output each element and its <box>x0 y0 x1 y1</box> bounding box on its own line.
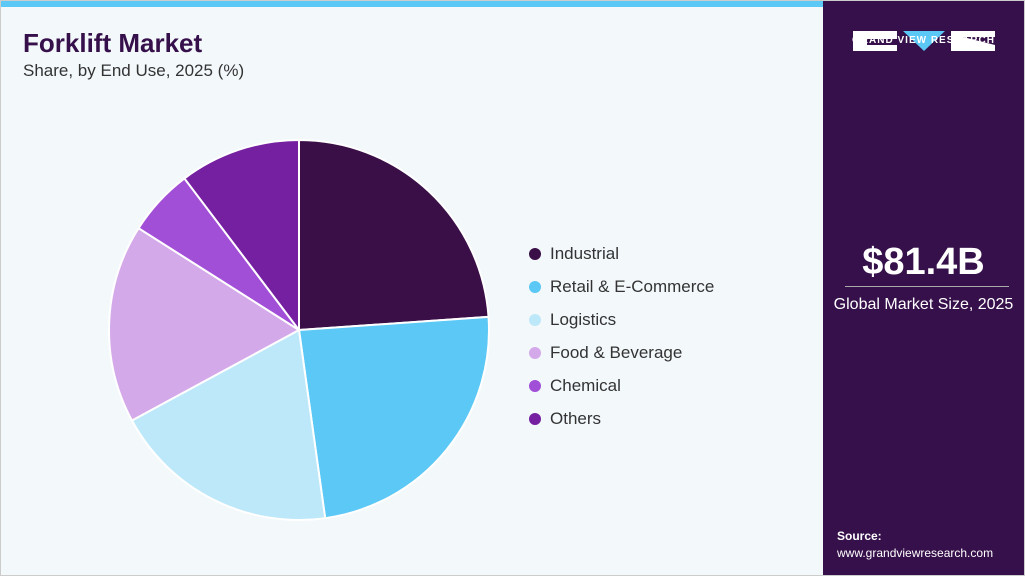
gvr-logo-icon <box>853 31 995 51</box>
source-label: Source: <box>837 529 882 543</box>
pie-slice-retail-e-commerce <box>297 315 490 520</box>
legend-swatch <box>529 379 541 392</box>
pie-slice-industrial <box>298 138 490 332</box>
brand-name: GRAND VIEW RESEARCH <box>852 35 995 46</box>
legend-item: Chemical <box>529 369 714 402</box>
legend-item: Others <box>529 402 714 435</box>
accent-bar <box>1 1 823 7</box>
source-url[interactable]: www.grandviewresearch.com <box>837 546 994 560</box>
legend-swatch <box>529 247 541 260</box>
legend-label: Chemical <box>550 375 621 395</box>
legend-item: Logistics <box>529 303 714 336</box>
legend-item: Industrial <box>529 237 714 270</box>
chart-subtitle: Share, by End Use, 2025 (%) <box>23 61 245 80</box>
legend-label: Logistics <box>550 309 617 329</box>
legend-swatch <box>529 280 541 293</box>
source: Source: www.grandviewresearch.com <box>837 528 993 562</box>
divider <box>845 286 1009 287</box>
legend-swatch <box>529 346 541 359</box>
legend-label: Food & Beverage <box>550 342 683 362</box>
legend-label: Industrial <box>550 243 619 263</box>
legend: Industrial Retail & E-Commerce Logistics Fo… <box>529 237 714 435</box>
legend-label: Retail & E-Commerce <box>550 276 715 296</box>
legend-swatch <box>529 412 541 425</box>
market-size-label: Global Market Size, 2025 <box>833 296 1014 313</box>
chart-title: Forklift Market <box>23 28 203 58</box>
market-size-value: $81.4B <box>862 241 985 283</box>
legend-item: Food & Beverage <box>529 336 714 369</box>
pie-chart <box>108 138 490 521</box>
legend-item: Retail & E-Commerce <box>529 270 714 303</box>
pie-slice-food-beverage <box>108 226 301 422</box>
pie-slice-logistics <box>130 328 327 521</box>
legend-swatch <box>529 313 541 326</box>
info-panel: GRAND VIEW RESEARCH $81.4B Global Market… <box>823 1 1024 575</box>
pie-slice-others <box>183 138 300 333</box>
legend-label: Others <box>550 408 602 428</box>
